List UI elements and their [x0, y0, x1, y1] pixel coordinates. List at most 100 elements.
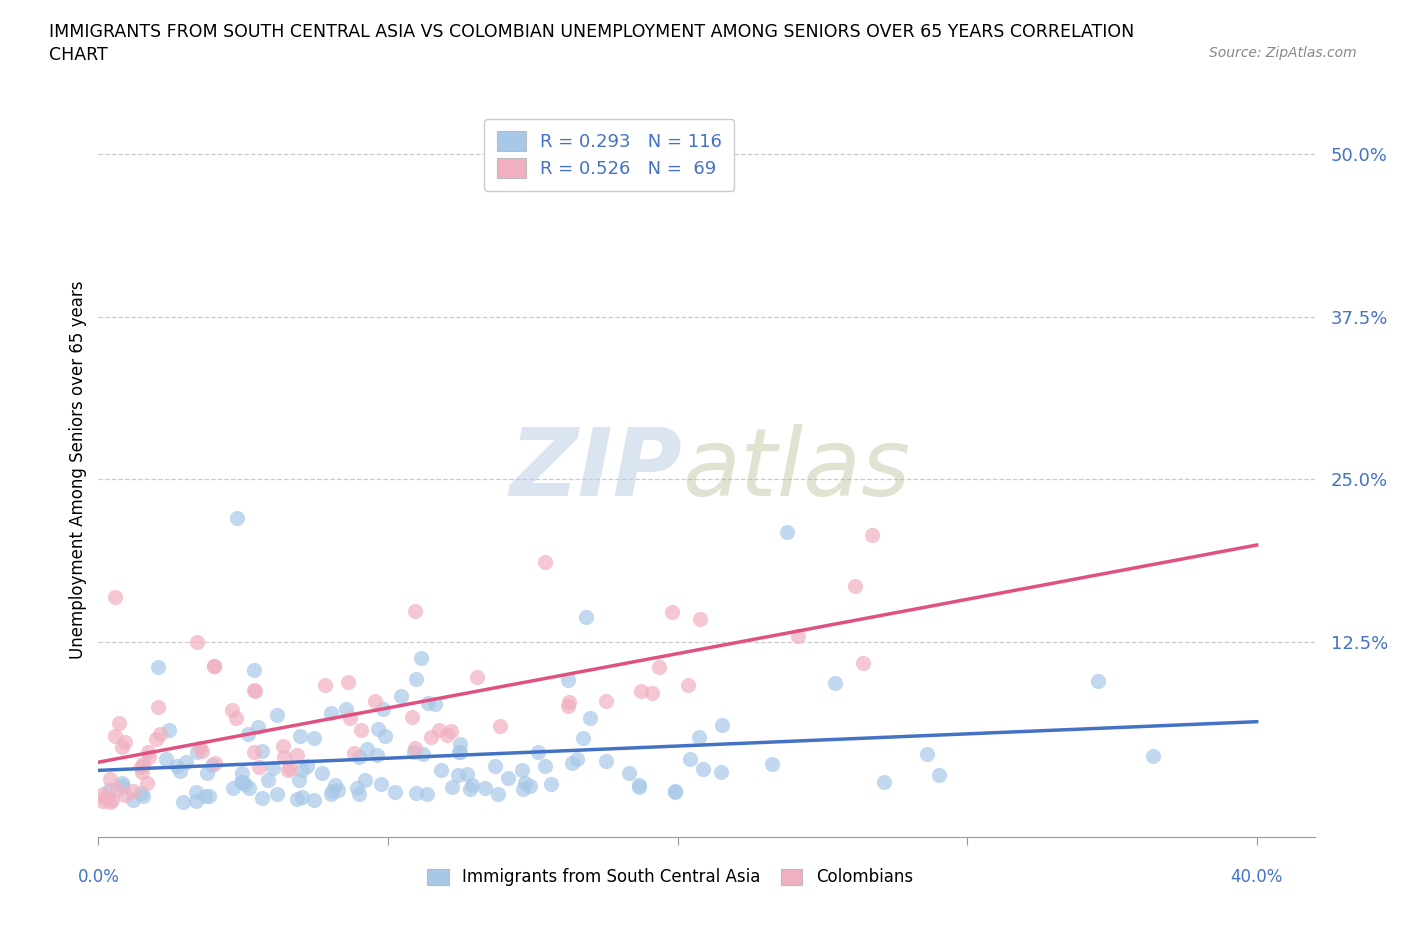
- Point: [114, 788, 136, 803]
- Point: [688, 730, 710, 745]
- Point: [98, 772, 121, 787]
- Point: [195, 765, 218, 780]
- Point: [337, 675, 360, 690]
- Point: [619, 765, 641, 780]
- Point: [202, 658, 225, 673]
- Point: [311, 765, 333, 780]
- Point: [510, 763, 533, 777]
- Point: [145, 731, 167, 746]
- Point: [1142, 748, 1164, 763]
- Point: [98, 795, 121, 810]
- Point: [114, 735, 136, 750]
- Point: [204, 755, 226, 770]
- Point: [243, 684, 266, 698]
- Point: [404, 740, 426, 755]
- Point: [149, 726, 172, 741]
- Point: [572, 731, 595, 746]
- Point: [238, 781, 260, 796]
- Point: [710, 718, 733, 733]
- Point: [343, 745, 366, 760]
- Text: 40.0%: 40.0%: [1230, 868, 1282, 885]
- Point: [231, 775, 253, 790]
- Point: [1087, 674, 1109, 689]
- Point: [557, 672, 579, 687]
- Text: CHART: CHART: [49, 46, 108, 64]
- Point: [429, 723, 451, 737]
- Point: [188, 741, 211, 756]
- Point: [488, 719, 510, 734]
- Point: [496, 771, 519, 786]
- Point: [201, 757, 224, 772]
- Point: [852, 656, 875, 671]
- Point: [661, 604, 683, 619]
- Point: [132, 789, 155, 804]
- Point: [291, 790, 314, 804]
- Point: [243, 683, 266, 698]
- Point: [222, 781, 245, 796]
- Point: [266, 787, 288, 802]
- Point: [225, 711, 247, 725]
- Point: [460, 777, 482, 792]
- Point: [775, 525, 797, 539]
- Point: [231, 766, 253, 781]
- Point: [290, 729, 312, 744]
- Point: [328, 783, 350, 798]
- Point: [404, 604, 426, 618]
- Point: [321, 784, 343, 799]
- Point: [664, 784, 686, 799]
- Point: [247, 719, 270, 734]
- Point: [278, 761, 301, 776]
- Point: [194, 789, 217, 804]
- Point: [110, 776, 132, 790]
- Point: [689, 612, 711, 627]
- Point: [449, 737, 471, 751]
- Point: [786, 629, 808, 644]
- Point: [250, 790, 273, 805]
- Point: [225, 511, 247, 525]
- Point: [190, 744, 212, 759]
- Point: [166, 759, 188, 774]
- Point: [198, 789, 221, 804]
- Point: [595, 694, 617, 709]
- Point: [157, 723, 180, 737]
- Point: [416, 696, 439, 711]
- Point: [285, 791, 308, 806]
- Point: [416, 787, 439, 802]
- Point: [356, 741, 378, 756]
- Point: [314, 677, 336, 692]
- Point: [347, 750, 370, 764]
- Point: [676, 677, 699, 692]
- Point: [512, 782, 534, 797]
- Point: [447, 745, 470, 760]
- Point: [136, 745, 159, 760]
- Point: [155, 751, 177, 766]
- Point: [678, 752, 700, 767]
- Legend: Immigrants from South Central Asia, Colombians: Immigrants from South Central Asia, Colo…: [419, 860, 921, 895]
- Point: [411, 650, 433, 665]
- Point: [648, 659, 671, 674]
- Point: [420, 730, 443, 745]
- Point: [384, 785, 406, 800]
- Point: [146, 660, 169, 675]
- Point: [347, 787, 370, 802]
- Point: [186, 745, 208, 760]
- Point: [250, 743, 273, 758]
- Point: [319, 786, 342, 801]
- Point: [430, 763, 453, 777]
- Point: [302, 792, 325, 807]
- Point: [467, 670, 489, 684]
- Point: [101, 792, 124, 807]
- Point: [335, 701, 357, 716]
- Point: [440, 779, 463, 794]
- Point: [186, 635, 208, 650]
- Point: [366, 748, 388, 763]
- Point: [94, 790, 117, 805]
- Point: [401, 710, 423, 724]
- Point: [295, 758, 318, 773]
- Point: [104, 589, 127, 604]
- Point: [474, 780, 496, 795]
- Point: [243, 662, 266, 677]
- Point: [288, 772, 311, 787]
- Point: [436, 727, 458, 742]
- Point: [824, 676, 846, 691]
